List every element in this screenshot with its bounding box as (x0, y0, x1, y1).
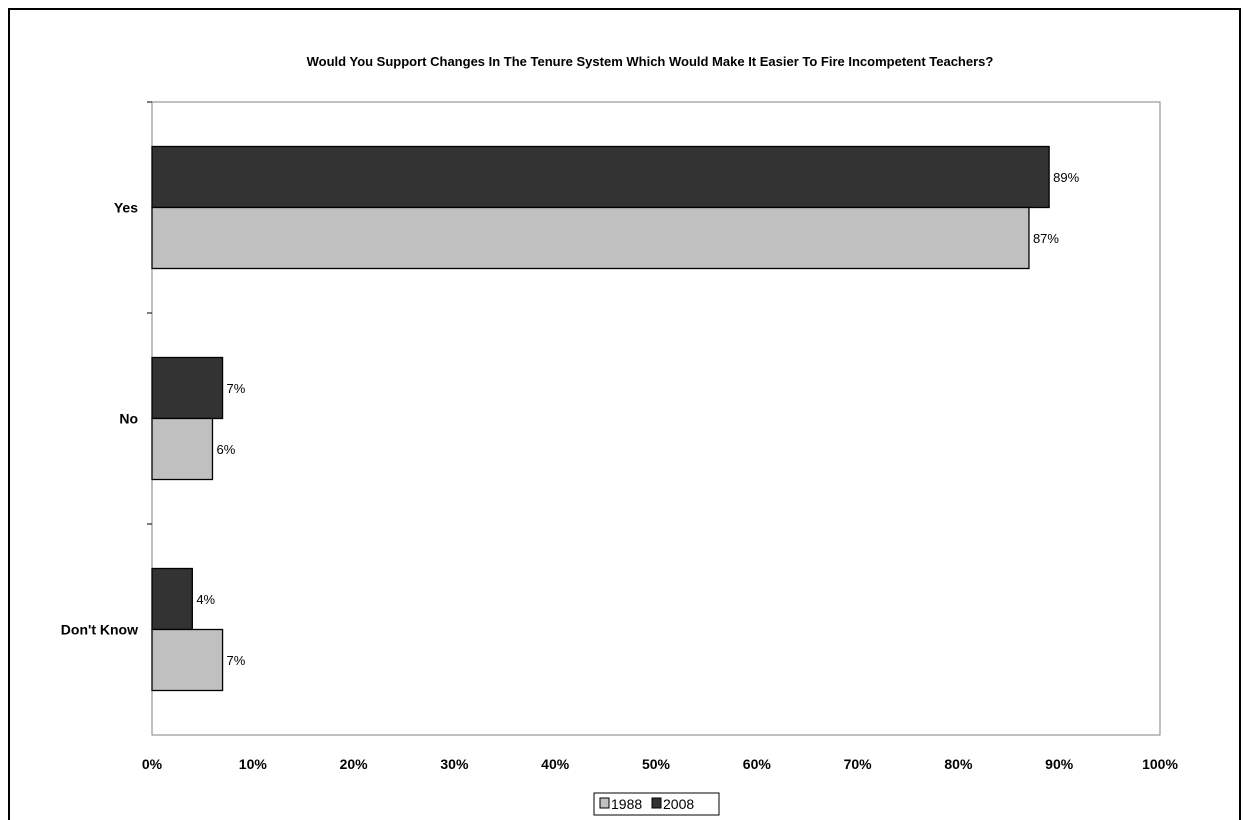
bar-2008-don-t-know (151, 567, 193, 631)
x-tick-label: 60% (743, 756, 772, 772)
bar-2008-no (151, 356, 224, 420)
data-label-1988-don-t-know: 7% (227, 653, 246, 668)
data-label-1988-yes: 87% (1033, 231, 1059, 246)
legend-label-2008: 2008 (663, 796, 694, 812)
bar-1988-yes (151, 206, 1030, 270)
bar-1988-don-t-know (151, 628, 224, 692)
bar-2008-yes (151, 145, 1050, 209)
data-label-2008-yes: 89% (1053, 170, 1079, 185)
x-tick-label: 100% (1142, 756, 1178, 772)
x-tick-label: 10% (239, 756, 268, 772)
x-tick-label: 50% (642, 756, 671, 772)
data-label-2008-don-t-know: 4% (196, 592, 215, 607)
x-tick-label: 0% (142, 756, 163, 772)
x-tick-label: 80% (944, 756, 973, 772)
category-label-don-t-know: Don't Know (61, 622, 138, 638)
chart-title: Would You Support Changes In The Tenure … (307, 54, 994, 69)
data-label-2008-no: 7% (227, 381, 246, 396)
legend-swatch-2008 (651, 797, 662, 809)
x-tick-label: 30% (440, 756, 469, 772)
category-label-yes: Yes (114, 200, 138, 216)
x-tick-label: 40% (541, 756, 570, 772)
x-tick-label: 20% (340, 756, 369, 772)
legend-label-1988: 1988 (611, 796, 642, 812)
axis-layer: Yes No Don't Know 0% 10% 20% 30% 40% 50% 60% 70% 80… (61, 101, 1178, 772)
labels-layer: 89% 87% 7% 6% 4% 7% (196, 170, 1079, 668)
x-tick-label: 70% (844, 756, 873, 772)
x-tick-label: 90% (1045, 756, 1074, 772)
bars-layer (151, 145, 1050, 692)
category-label-no: No (119, 411, 138, 427)
legend-swatch-1988 (599, 797, 610, 809)
legend: 1988 2008 (593, 792, 720, 816)
data-label-1988-no: 6% (216, 442, 235, 457)
bar-1988-no (151, 417, 214, 481)
